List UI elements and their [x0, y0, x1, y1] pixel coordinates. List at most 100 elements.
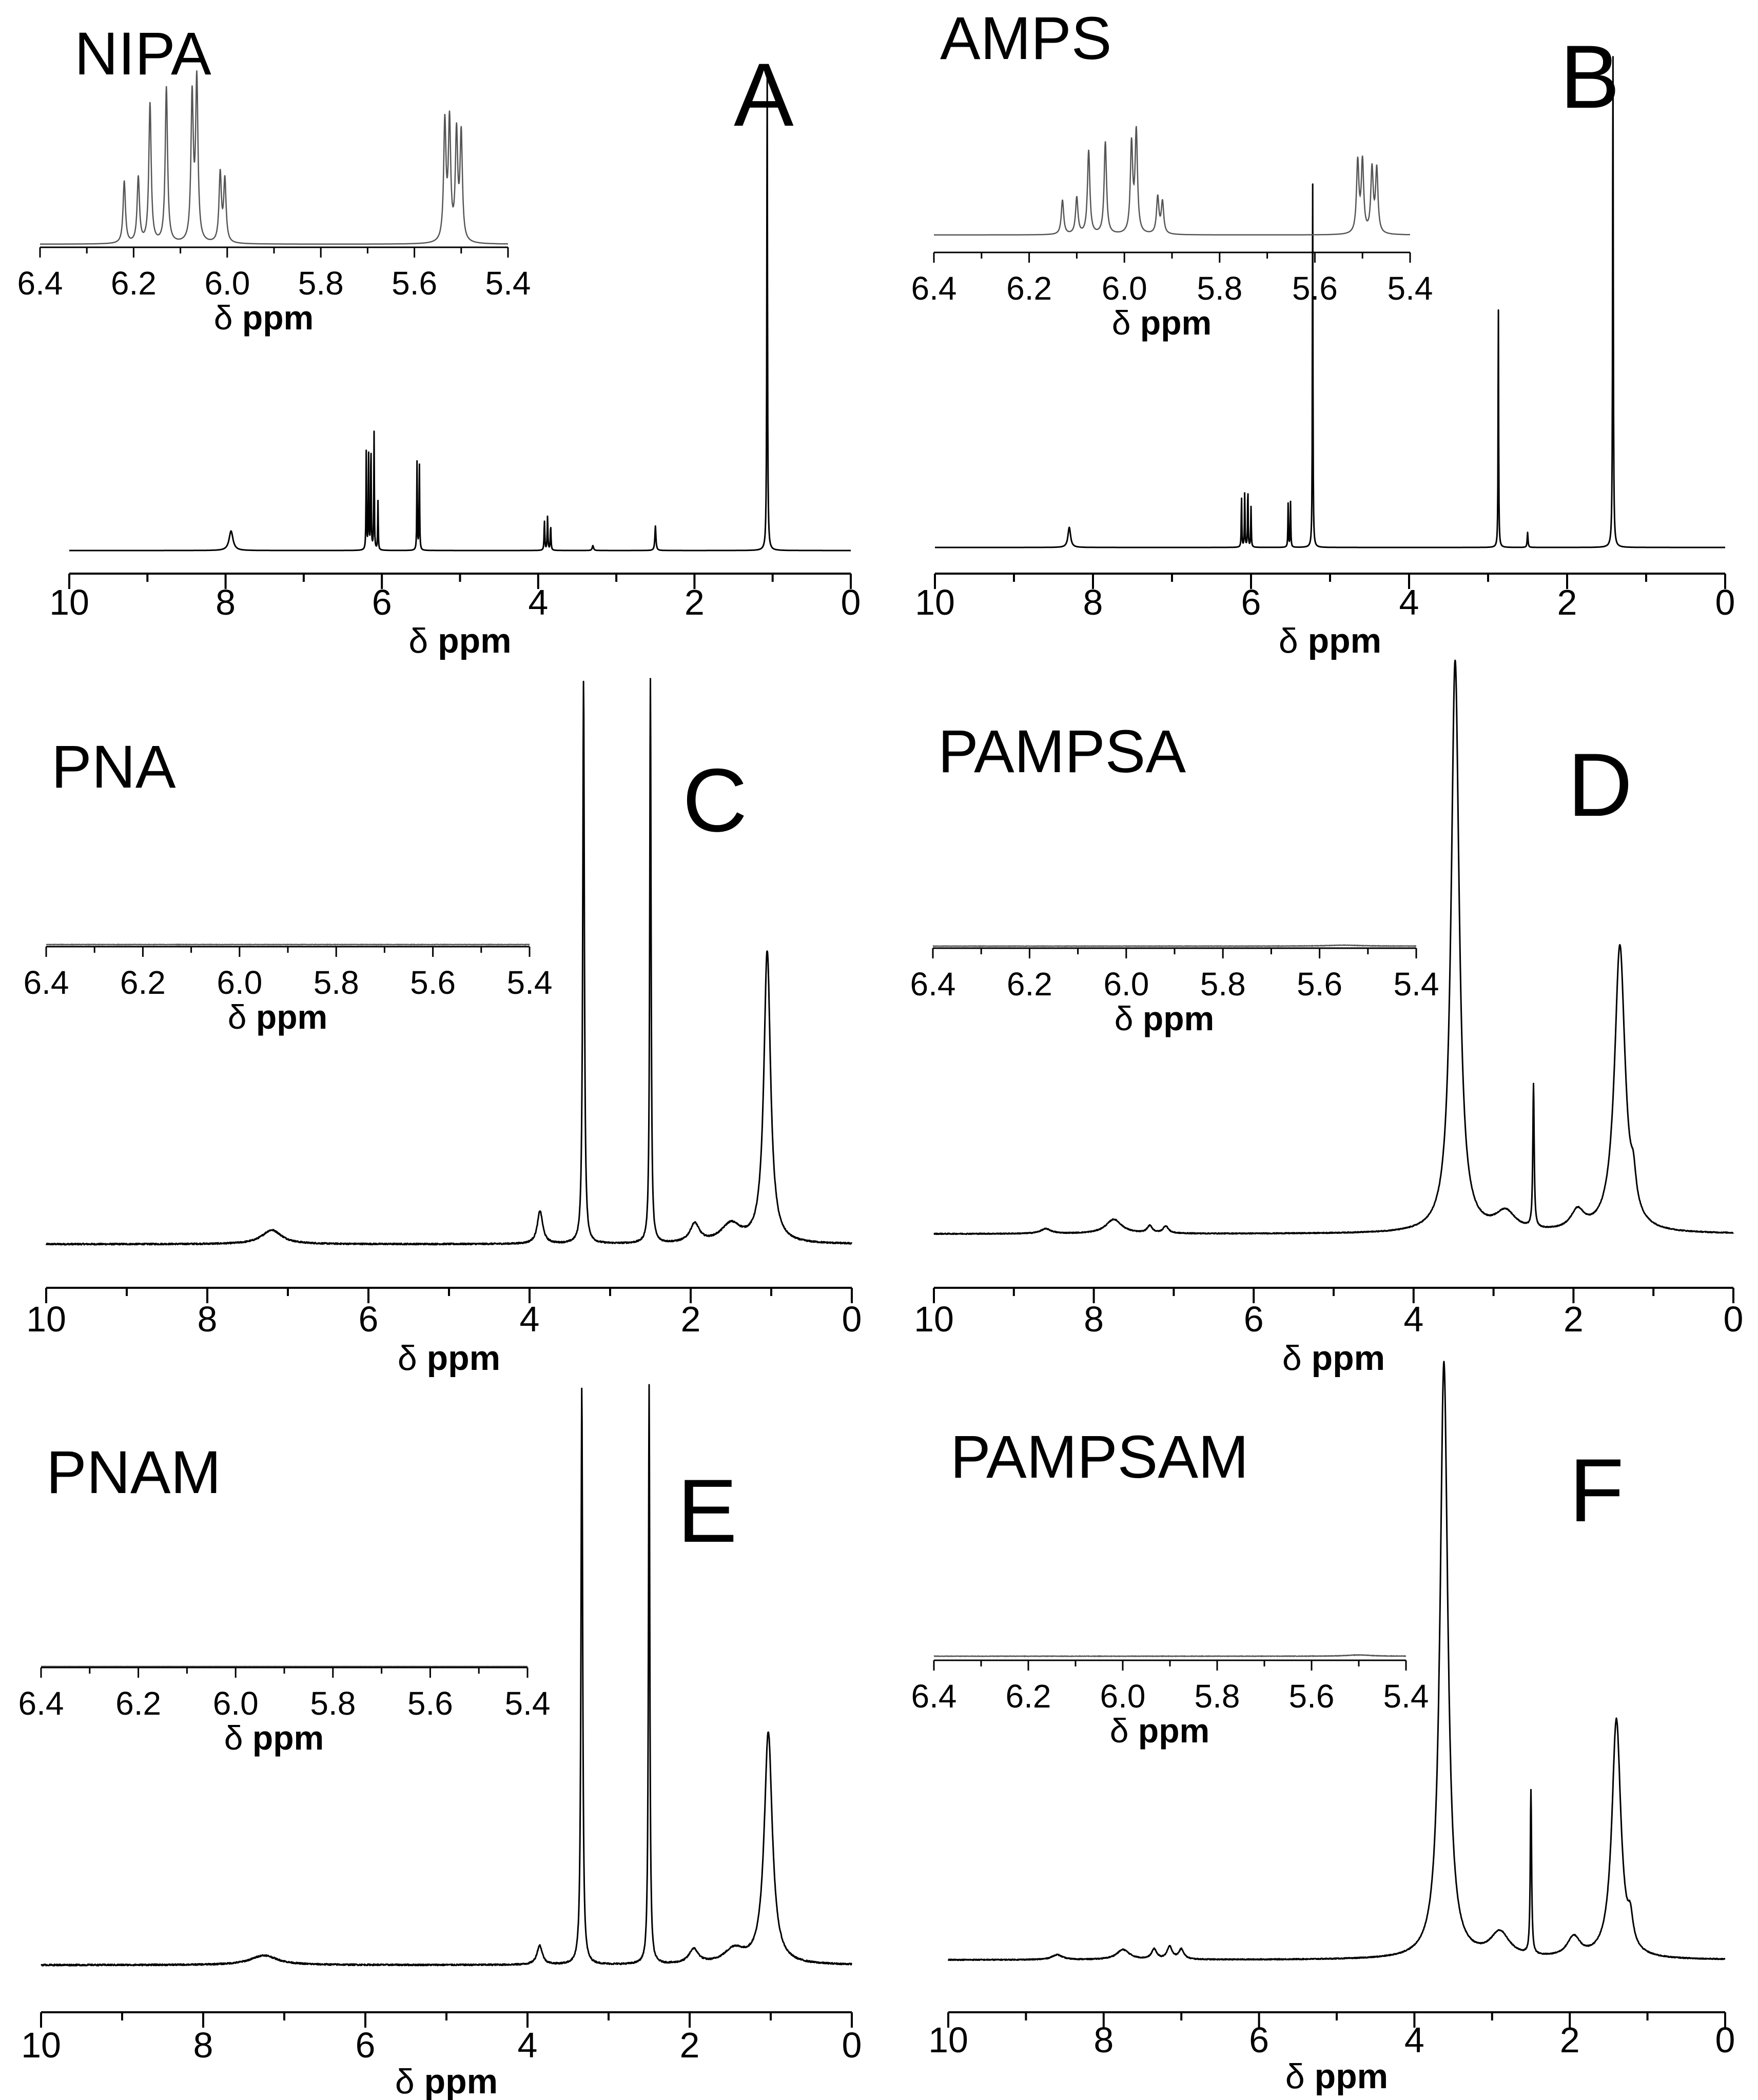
inset-tick-label: 5.4	[1383, 1678, 1429, 1715]
x-tick-label: 0	[1715, 2020, 1735, 2060]
compound-label: PNAM	[46, 1439, 221, 1506]
inset-tick-label: 6.0	[1102, 270, 1147, 307]
x-tick-label: 8	[1084, 1299, 1104, 1339]
inset-tick-label: 6.0	[213, 1685, 259, 1722]
x-axis-title-delta: δ	[1282, 1339, 1312, 1378]
x-tick-label: 2	[680, 2025, 700, 2065]
inset-tick-label: 5.4	[1388, 270, 1433, 307]
inset-spectrum-line	[933, 1654, 1407, 1658]
inset-tick-label: 6.2	[111, 265, 157, 302]
inset-tick-label: 6.4	[910, 966, 956, 1003]
x-tick-label: 4	[1404, 2020, 1424, 2060]
x-axis-title-unit: ppm	[1315, 2057, 1389, 2096]
panel-letter: D	[1568, 735, 1632, 835]
inset-axis-title-delta: δ	[1110, 1712, 1138, 1750]
inset-tick-label: 5.8	[314, 964, 359, 1001]
inset-tick-label: 6.0	[217, 964, 262, 1001]
inset-tick-label: 6.4	[24, 964, 69, 1001]
inset-tick-label: 5.8	[298, 265, 344, 302]
panel-A: 10 8 6 4 2 0 δ ppm NIPA A 6.4 6.2 6.0 5.8 5.6 5.4 δ ppm	[17, 20, 861, 660]
x-axis-title-unit: ppm	[427, 1339, 501, 1378]
inset-axis-title-unit: ppm	[252, 1719, 324, 1757]
x-tick-label: 0	[842, 2025, 862, 2065]
inset-axis-title-unit: ppm	[256, 998, 327, 1036]
x-axis-title: δ ppm	[1279, 621, 1381, 660]
inset-D: 6.4 6.2 6.0 5.8 5.6 5.4 δ ppm	[910, 944, 1439, 1037]
x-tick-label: 10	[21, 2025, 61, 2065]
x-axis-title-delta: δ	[1285, 2057, 1315, 2096]
compound-label: PNA	[51, 733, 176, 801]
x-tick-label: 6	[359, 1299, 379, 1339]
inset-axis-title: δ ppm	[228, 998, 327, 1036]
panel-letter: B	[1560, 27, 1620, 127]
panel-letter: A	[734, 45, 794, 145]
x-tick-label: 0	[842, 1299, 862, 1339]
x-tick-label: 2	[1560, 2020, 1580, 2060]
x-tick-label: 10	[914, 1299, 954, 1339]
inset-A: 6.4 6.2 6.0 5.8 5.6 5.4 δ ppm	[17, 70, 531, 337]
inset-axis-title-unit: ppm	[242, 299, 314, 337]
panel-letter: F	[1569, 1441, 1624, 1541]
x-tick-label: 8	[193, 2025, 213, 2065]
inset-axis-title-delta: δ	[228, 998, 256, 1036]
inset-tick-label: 6.4	[17, 265, 63, 302]
panel-E: 10 8 6 4 2 0 δ ppm PNAM E 6.4 6.2 6.0 5.8 5.6 5.4 δ ppm	[18, 1384, 862, 2100]
x-tick-label: 4	[518, 2025, 538, 2065]
x-tick-label: 4	[1403, 1299, 1423, 1339]
inset-C: 6.4 6.2 6.0 5.8 5.6 5.4 δ ppm	[24, 943, 553, 1036]
x-tick-label: 8	[1093, 2020, 1114, 2060]
x-tick-label: 10	[26, 1299, 66, 1339]
spectrum-line	[45, 678, 853, 1246]
x-axis-title-unit: ppm	[1308, 621, 1382, 660]
inset-axis-title-delta: δ	[1115, 999, 1143, 1037]
inset-B: 6.4 6.2 6.0 5.8 5.6 5.4 δ ppm	[911, 126, 1433, 342]
x-axis-title-unit: ppm	[438, 621, 512, 660]
inset-tick-label: 5.4	[507, 964, 553, 1001]
panel-C: 10 8 6 4 2 0 δ ppm PNA C 6.4 6.2 6.0 5.8 5.6 5.4 δ ppm	[24, 678, 862, 1378]
compound-label: AMPS	[940, 5, 1111, 72]
x-axis-title: δ ppm	[408, 621, 511, 660]
inset-tick-label: 6.2	[120, 964, 166, 1001]
compound-label: PAMPSAM	[950, 1423, 1248, 1491]
x-tick-label: 10	[915, 582, 955, 622]
inset-tick-label: 5.6	[1297, 966, 1342, 1003]
x-tick-label: 6	[372, 582, 392, 622]
x-tick-label: 2	[685, 582, 705, 622]
x-tick-label: 2	[1557, 582, 1577, 622]
inset-tick-label: 5.4	[1394, 966, 1439, 1003]
inset-tick-label: 5.8	[1200, 966, 1246, 1003]
inset-axis-title-delta: δ	[214, 299, 242, 337]
inset-tick-label: 6.0	[204, 265, 250, 302]
x-tick-label: 8	[216, 582, 236, 622]
x-tick-label: 10	[928, 2020, 968, 2060]
inset-tick-label: 5.8	[310, 1685, 356, 1722]
inset-tick-label: 6.4	[18, 1685, 64, 1722]
x-tick-label: 6	[356, 2025, 376, 2065]
spectrum-line	[933, 659, 1734, 1235]
inset-tick-label: 5.8	[1195, 1678, 1240, 1715]
x-axis-title-delta: δ	[398, 1339, 427, 1378]
x-axis-title: δ ppm	[1285, 2057, 1388, 2096]
inset-axis-title-unit: ppm	[1138, 1712, 1209, 1750]
x-axis-title-delta: δ	[395, 2062, 424, 2100]
compound-label: PAMPSA	[938, 718, 1186, 786]
inset-axis-title: δ ppm	[224, 1719, 324, 1757]
x-axis-title: δ ppm	[395, 2062, 498, 2100]
inset-tick-label: 5.4	[505, 1685, 551, 1722]
x-tick-label: 2	[1564, 1299, 1584, 1339]
x-tick-label: 6	[1241, 582, 1261, 622]
x-axis-title-unit: ppm	[1312, 1339, 1385, 1378]
panel-F: 10 8 6 4 2 0 δ ppm PAMPSAM F 6.4 6.2 6.0 5.8 5.6 5.4 δ …	[911, 1361, 1735, 2096]
inset-tick-label: 6.2	[1006, 1678, 1051, 1715]
inset-axis-title-delta: δ	[1112, 304, 1140, 342]
inset-tick-label: 5.6	[1289, 1678, 1335, 1715]
x-axis-title-delta: δ	[1279, 621, 1308, 660]
inset-E: 6.4 6.2 6.0 5.8 5.6 5.4 δ ppm	[18, 1665, 551, 1757]
spectrum-line	[69, 72, 851, 552]
inset-axis-title-unit: ppm	[1140, 304, 1212, 342]
inset-tick-label: 5.8	[1197, 270, 1242, 307]
x-tick-label: 4	[520, 1299, 540, 1339]
inset-axis-title-delta: δ	[224, 1719, 252, 1757]
